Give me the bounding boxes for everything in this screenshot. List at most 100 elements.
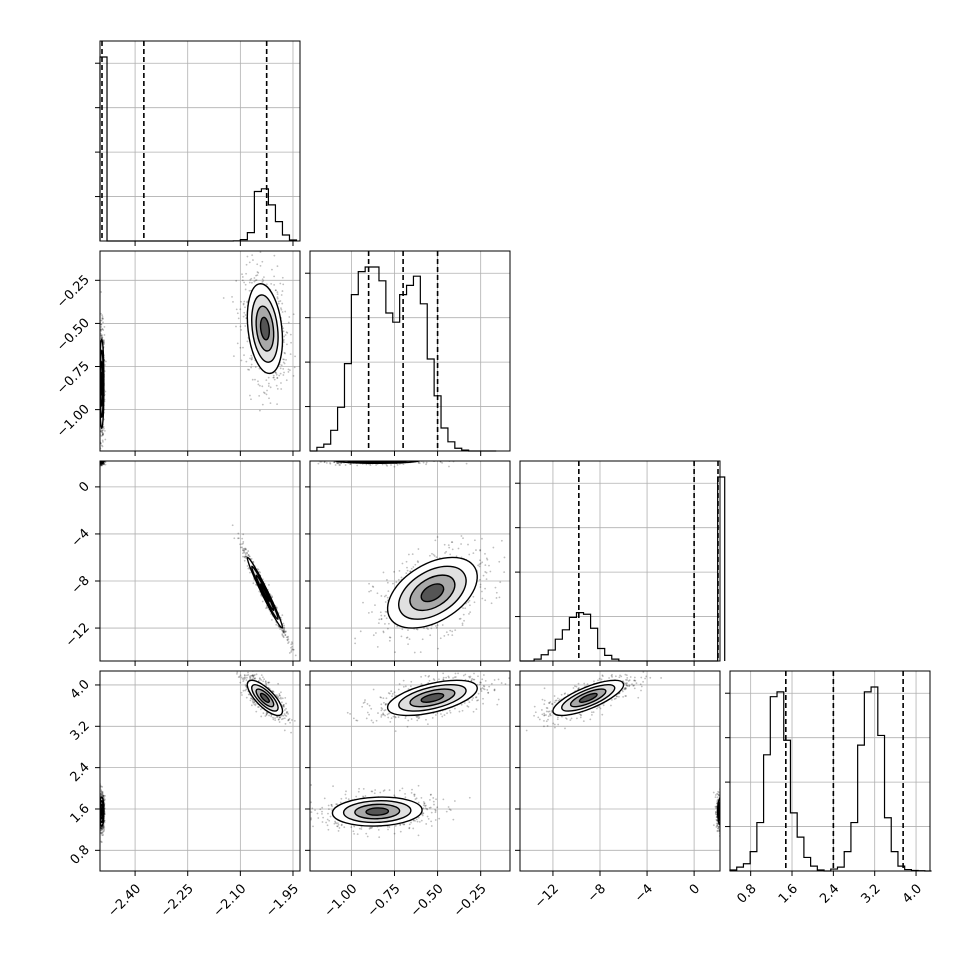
sample-point: [100, 458, 102, 460]
sample-point: [369, 667, 371, 669]
sample-point: [102, 458, 104, 460]
sample-point: [475, 549, 477, 551]
sample-point: [100, 457, 102, 459]
sample-point: [361, 458, 363, 460]
sample-point: [414, 455, 416, 457]
sample-point: [98, 458, 100, 460]
sample-point: [363, 459, 365, 461]
sample-point: [263, 392, 266, 395]
sample-point: [242, 549, 244, 552]
sample-point: [99, 459, 101, 461]
sample-point: [384, 458, 386, 460]
sample-point: [393, 570, 396, 573]
sample-point: [357, 457, 359, 459]
sample-point: [103, 457, 105, 459]
sample-point: [274, 719, 277, 722]
sample-point: [335, 454, 337, 456]
sample-point: [102, 457, 104, 459]
sample-point: [99, 459, 101, 461]
sample-point: [102, 456, 104, 458]
sample-point: [100, 457, 102, 459]
sample-point: [256, 271, 259, 273]
sample-point: [341, 459, 343, 461]
sample-point: [102, 458, 104, 460]
sample-point: [285, 630, 287, 633]
sample-point: [101, 455, 103, 457]
sample-point: [102, 458, 104, 460]
sample-point: [98, 459, 100, 461]
sample-point: [412, 457, 414, 459]
sample-point: [428, 554, 431, 557]
sample-point: [368, 456, 370, 458]
sample-point: [100, 453, 102, 455]
sample-point: [237, 532, 240, 535]
sample-point: [372, 455, 374, 457]
sample-point: [377, 456, 379, 458]
sample-point: [362, 601, 364, 604]
sample-point: [100, 827, 103, 830]
sample-point: [383, 458, 385, 460]
sample-point: [268, 584, 270, 586]
panel-1-1: [305, 250, 511, 456]
sample-point: [379, 454, 381, 456]
sample-point: [103, 456, 105, 458]
sample-point: [406, 569, 409, 572]
sample-point: [101, 433, 104, 436]
sample-point: [283, 704, 285, 706]
sample-point: [103, 462, 106, 465]
sample-point: [364, 457, 366, 459]
sample-point: [250, 366, 253, 369]
sample-point: [100, 459, 102, 461]
sample-point: [382, 631, 385, 634]
sample-point: [402, 463, 405, 466]
sample-point: [365, 453, 367, 455]
sample-point: [414, 455, 416, 457]
sample-point: [101, 459, 103, 461]
sample-point: [272, 718, 275, 721]
sample-point: [273, 254, 276, 257]
sample-point: [349, 463, 352, 465]
sample-point: [281, 302, 284, 305]
sample-point: [100, 458, 102, 460]
panel-frame: [309, 250, 511, 452]
sample-point: [100, 457, 102, 459]
sample-point: [447, 544, 450, 547]
sample-point: [274, 289, 277, 292]
sample-point: [401, 457, 403, 459]
sample-point: [375, 458, 377, 460]
sample-point: [293, 366, 296, 369]
sample-point: [276, 293, 279, 296]
sample-point: [286, 638, 289, 641]
sample-point: [281, 697, 284, 700]
y-tick-label: −1.00: [54, 402, 93, 441]
sample-point: [260, 679, 263, 681]
sample-point: [283, 630, 285, 632]
sample-point: [282, 283, 285, 286]
sample-point: [247, 671, 249, 674]
sample-point: [362, 457, 364, 459]
sample-point: [100, 454, 102, 456]
sample-point: [319, 457, 321, 459]
sample-point: [368, 456, 370, 458]
sample-point: [101, 458, 103, 460]
sample-point: [100, 458, 102, 460]
sample-point: [97, 821, 99, 823]
sample-point: [290, 643, 293, 646]
sample-point: [408, 458, 410, 460]
sample-point: [380, 595, 383, 597]
sample-point: [384, 623, 386, 625]
sample-point: [242, 552, 244, 555]
sample-point: [99, 458, 101, 460]
sample-point: [252, 582, 255, 585]
sample-point: [336, 462, 339, 465]
sample-point: [357, 459, 359, 461]
sample-point: [101, 464, 103, 466]
sample-point: [258, 394, 261, 397]
sample-point: [102, 456, 104, 458]
sample-point: [362, 455, 364, 457]
sample-point: [356, 458, 358, 460]
sample-point: [276, 265, 279, 268]
sample-point: [279, 372, 282, 375]
sample-point: [358, 453, 360, 455]
sample-point: [260, 594, 263, 597]
